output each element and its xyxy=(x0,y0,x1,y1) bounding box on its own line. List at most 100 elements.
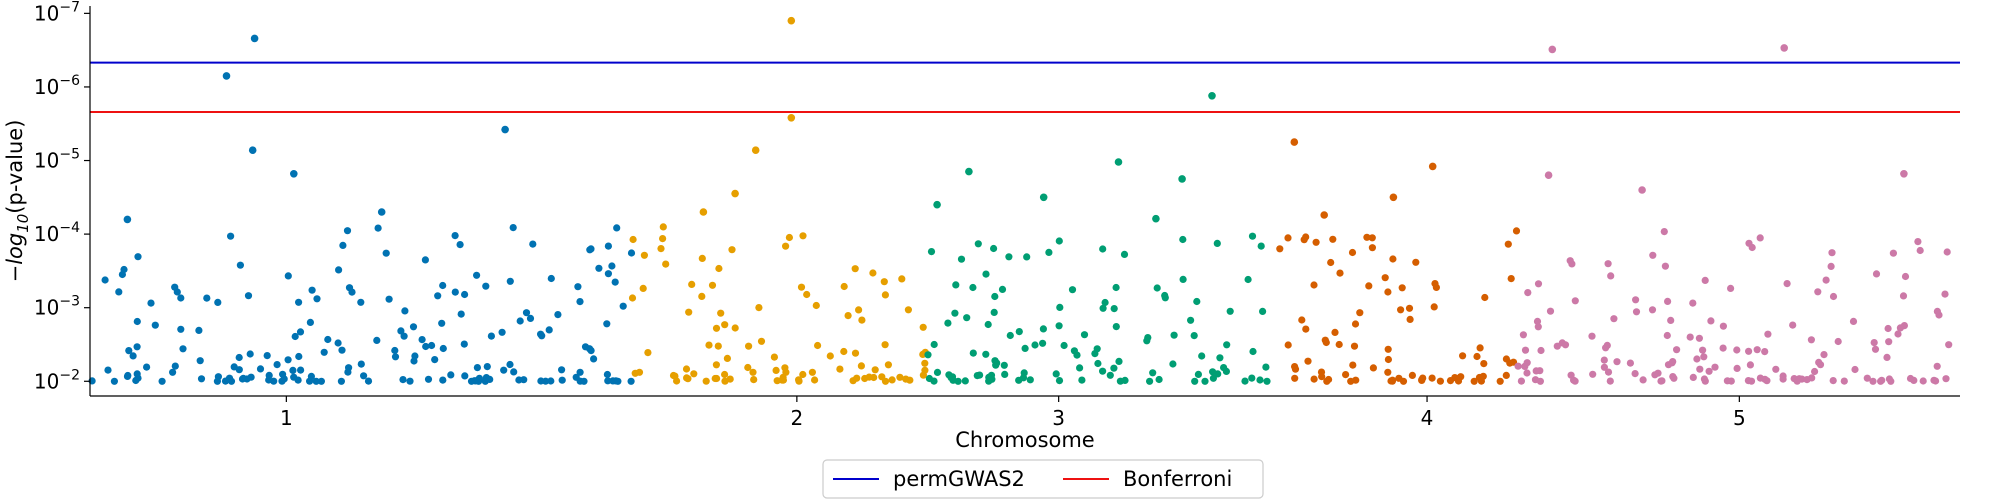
data-point xyxy=(639,284,647,292)
data-point xyxy=(250,34,259,43)
data-point xyxy=(1039,339,1047,347)
data-point xyxy=(1561,341,1570,349)
data-point xyxy=(1707,317,1715,325)
data-point xyxy=(1170,331,1178,339)
data-point xyxy=(799,232,807,240)
data-point xyxy=(627,377,635,385)
data-point xyxy=(399,376,407,384)
data-point xyxy=(580,377,588,385)
data-point xyxy=(1365,282,1373,290)
data-point xyxy=(1779,372,1787,380)
data-point xyxy=(1502,355,1510,363)
legend-label-permgwas2: permGWAS2 xyxy=(893,467,1025,491)
data-point xyxy=(949,376,957,384)
data-point xyxy=(1381,274,1389,282)
data-point xyxy=(123,372,132,380)
data-point xyxy=(158,377,166,385)
data-point xyxy=(1942,375,1950,383)
data-point xyxy=(840,282,848,291)
data-point xyxy=(1115,357,1123,365)
data-point xyxy=(1412,258,1420,266)
data-point xyxy=(627,249,636,257)
data-point xyxy=(991,292,999,301)
data-point xyxy=(744,363,752,372)
data-point xyxy=(473,364,481,372)
data-point xyxy=(500,366,508,374)
data-point xyxy=(1327,258,1335,267)
data-point xyxy=(391,353,400,361)
data-point xyxy=(869,269,877,277)
data-point xyxy=(296,328,305,336)
data-point xyxy=(270,377,278,385)
data-point xyxy=(357,298,365,306)
data-point xyxy=(558,366,566,374)
data-point xyxy=(1496,377,1504,385)
data-point xyxy=(1589,370,1597,378)
data-point xyxy=(171,362,179,370)
data-point xyxy=(1405,304,1414,312)
data-point xyxy=(1689,299,1697,307)
data-point xyxy=(1023,253,1031,261)
data-point xyxy=(683,374,691,382)
data-point xyxy=(952,281,960,289)
data-point xyxy=(538,332,546,340)
data-point xyxy=(609,377,617,385)
data-point xyxy=(214,298,222,306)
data-point xyxy=(1209,368,1217,376)
data-point xyxy=(1076,364,1084,372)
data-point xyxy=(545,326,553,334)
data-point xyxy=(1320,211,1328,219)
data-point xyxy=(898,275,906,283)
data-point xyxy=(1349,361,1357,369)
data-point xyxy=(751,146,760,154)
data-point xyxy=(631,369,639,377)
data-point xyxy=(1384,368,1392,376)
data-point xyxy=(483,363,491,371)
data-point xyxy=(104,366,112,374)
data-point xyxy=(526,314,535,322)
data-point xyxy=(1291,374,1299,382)
data-point xyxy=(1290,138,1299,146)
data-point xyxy=(1428,162,1437,171)
data-point xyxy=(1226,307,1234,315)
data-point xyxy=(1851,365,1859,374)
data-point xyxy=(1216,354,1224,362)
data-point xyxy=(1169,360,1177,368)
data-point xyxy=(1039,193,1048,202)
data-point xyxy=(263,352,271,360)
data-point xyxy=(1660,228,1668,236)
data-point xyxy=(698,254,706,262)
data-point xyxy=(930,340,938,349)
data-point xyxy=(795,377,803,385)
data-point xyxy=(110,377,118,385)
data-point xyxy=(969,283,977,292)
data-point xyxy=(1553,342,1561,350)
data-point xyxy=(169,368,177,376)
data-point xyxy=(1259,307,1267,315)
data-point xyxy=(1914,238,1922,246)
data-point xyxy=(572,373,580,381)
data-point xyxy=(881,291,890,299)
data-point xyxy=(925,374,934,383)
data-point xyxy=(1829,377,1837,385)
data-point xyxy=(179,345,187,353)
data-point xyxy=(1933,362,1941,370)
data-point xyxy=(1745,239,1753,247)
data-point xyxy=(671,372,679,380)
data-point xyxy=(1519,331,1527,339)
data-point xyxy=(171,283,179,291)
data-point xyxy=(1701,276,1709,284)
data-point xyxy=(1006,331,1014,340)
data-point xyxy=(1807,336,1815,344)
data-point xyxy=(974,240,982,248)
data-point xyxy=(1262,363,1270,371)
data-point xyxy=(688,280,696,288)
series-chr-2 xyxy=(628,16,929,385)
data-point xyxy=(1869,377,1877,385)
data-point xyxy=(364,377,373,385)
data-point xyxy=(1600,356,1608,364)
data-point xyxy=(659,223,667,231)
data-point xyxy=(431,356,439,364)
data-point xyxy=(1783,280,1791,288)
data-point xyxy=(896,373,904,381)
